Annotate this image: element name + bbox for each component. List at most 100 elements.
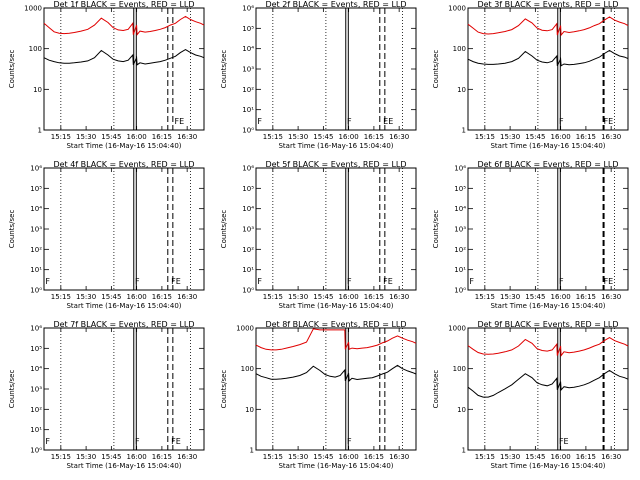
- x-tick-label: 16:30: [177, 453, 197, 461]
- x-tick-label: 15:15: [263, 453, 283, 461]
- flag-label: F: [45, 437, 50, 446]
- x-axis-label: Start Time (16-May-16 15:04:40): [66, 462, 181, 470]
- series-line-0: [467, 369, 629, 398]
- x-tick-label: 16:15: [152, 133, 172, 141]
- y-axis-label: Counts/sec: [8, 50, 16, 89]
- flag-label: F: [347, 117, 352, 126]
- plot-frame: [467, 7, 629, 131]
- x-tick-label: 15:15: [263, 133, 283, 141]
- x-tick-label: 16:00: [551, 453, 571, 461]
- y-tick-label: 10³: [454, 226, 466, 234]
- x-tick-label: 16:00: [339, 133, 359, 141]
- panel-9: Det 9f BLACK = Events, RED = LLD 1 10 100 10…: [432, 320, 629, 470]
- panel-7: Det 7f BLACK = Events, RED = LLD 10⁰ 10¹ 10…: [8, 320, 205, 470]
- x-tick-label: 15:30: [288, 453, 308, 461]
- x-tick-label: 16:15: [152, 293, 172, 301]
- y-tick-label: 10⁴: [242, 45, 254, 53]
- y-tick-label: 10²: [242, 86, 254, 94]
- x-tick-label: 15:30: [288, 133, 308, 141]
- flag-label: F: [559, 117, 564, 126]
- x-tick-label: 16:15: [364, 453, 384, 461]
- x-tick-label: 16:00: [127, 133, 147, 141]
- flag-label: F: [135, 437, 140, 446]
- x-tick-label: 16:30: [177, 293, 197, 301]
- series-line-1: [255, 328, 417, 351]
- y-tick-label: 10²: [30, 406, 42, 414]
- y-tick-label: 10³: [242, 66, 254, 74]
- y-tick-label: 10¹: [454, 266, 466, 274]
- flag-label: FE: [171, 437, 181, 446]
- x-tick-label: 16:00: [127, 453, 147, 461]
- panel-8: Det 8f BLACK = Events, RED = LLD 1 10 100 10…: [220, 320, 417, 470]
- y-tick-label: 1: [38, 127, 42, 135]
- panel-title: Det 2f BLACK = Events, RED = LLD: [265, 0, 406, 9]
- x-tick-label: 16:30: [601, 293, 621, 301]
- y-tick-label: 10⁰: [30, 447, 42, 455]
- x-tick-label: 15:45: [101, 453, 121, 461]
- plot-frame: [255, 327, 417, 451]
- flag-label: F: [135, 277, 140, 286]
- x-axis-label: Start Time (16-May-16 15:04:40): [490, 302, 605, 310]
- y-tick-label: 10⁰: [242, 127, 254, 135]
- flag-label: F: [469, 277, 474, 286]
- panel-5: Det 5f BLACK = Events, RED = LLD 10⁰ 10¹ 10…: [220, 160, 417, 310]
- y-tick-label: 10⁰: [454, 287, 466, 295]
- panel-title: Det 7f BLACK = Events, RED = LLD: [53, 320, 194, 329]
- x-tick-label: 15:15: [475, 453, 495, 461]
- flag-label: F: [45, 277, 50, 286]
- y-tick-label: 100: [241, 365, 254, 373]
- y-tick-label: 10⁵: [30, 185, 42, 193]
- x-axis-label: Start Time (16-May-16 15:04:40): [278, 142, 393, 150]
- x-tick-label: 15:15: [51, 133, 71, 141]
- y-tick-label: 100: [453, 365, 466, 373]
- flag-label: F: [347, 437, 352, 446]
- y-tick-label: 1: [462, 447, 466, 455]
- x-tick-label: 15:15: [475, 293, 495, 301]
- plot-frame: [255, 167, 417, 291]
- flag-label: FE: [383, 277, 393, 286]
- x-tick-label: 16:15: [152, 453, 172, 461]
- flag-label: FE: [604, 277, 614, 286]
- x-tick-label: 16:30: [389, 133, 409, 141]
- y-axis-label: Counts/sec: [432, 50, 440, 89]
- y-axis-label: Counts/sec: [432, 370, 440, 409]
- flag-label: F: [559, 277, 564, 286]
- x-axis-label: Start Time (16-May-16 15:04:40): [278, 462, 393, 470]
- plot-frame: [43, 327, 205, 451]
- x-tick-label: 15:45: [525, 453, 545, 461]
- x-tick-label: 16:00: [551, 133, 571, 141]
- y-tick-label: 1: [250, 447, 254, 455]
- x-tick-label: 16:15: [576, 293, 596, 301]
- y-tick-label: 10⁵: [454, 185, 466, 193]
- x-tick-label: 16:30: [601, 453, 621, 461]
- flag-label: EE: [383, 117, 393, 126]
- y-tick-label: 10⁰: [30, 287, 42, 295]
- y-tick-label: 1000: [24, 5, 42, 13]
- y-tick-label: 10⁵: [242, 185, 254, 193]
- y-tick-label: 10⁵: [242, 25, 254, 33]
- x-tick-label: 15:45: [313, 453, 333, 461]
- y-tick-label: 10: [245, 406, 254, 414]
- y-axis-label: Counts/sec: [220, 210, 228, 249]
- y-tick-label: 10²: [30, 246, 42, 254]
- y-axis-label: Counts/sec: [8, 370, 16, 409]
- x-tick-label: 16:00: [551, 293, 571, 301]
- y-tick-label: 10³: [242, 226, 254, 234]
- series-line-1: [467, 337, 629, 357]
- y-tick-label: 10: [457, 86, 466, 94]
- x-tick-label: 15:30: [500, 293, 520, 301]
- x-tick-label: 15:45: [101, 133, 121, 141]
- y-tick-label: 100: [29, 45, 42, 53]
- x-tick-label: 15:30: [76, 453, 96, 461]
- x-tick-label: 15:30: [288, 293, 308, 301]
- x-tick-label: 15:45: [525, 293, 545, 301]
- panel-3: Det 3f BLACK = Events, RED = LLD 1 10 100 10…: [432, 0, 629, 150]
- x-axis-label: Start Time (16-May-16 15:04:40): [490, 142, 605, 150]
- y-tick-label: 10⁵: [30, 345, 42, 353]
- series-line-1: [467, 16, 629, 37]
- plot-frame: [43, 7, 205, 131]
- y-tick-label: 10³: [30, 386, 42, 394]
- y-tick-label: 10²: [242, 246, 254, 254]
- x-tick-label: 15:30: [76, 293, 96, 301]
- x-tick-label: 16:15: [576, 133, 596, 141]
